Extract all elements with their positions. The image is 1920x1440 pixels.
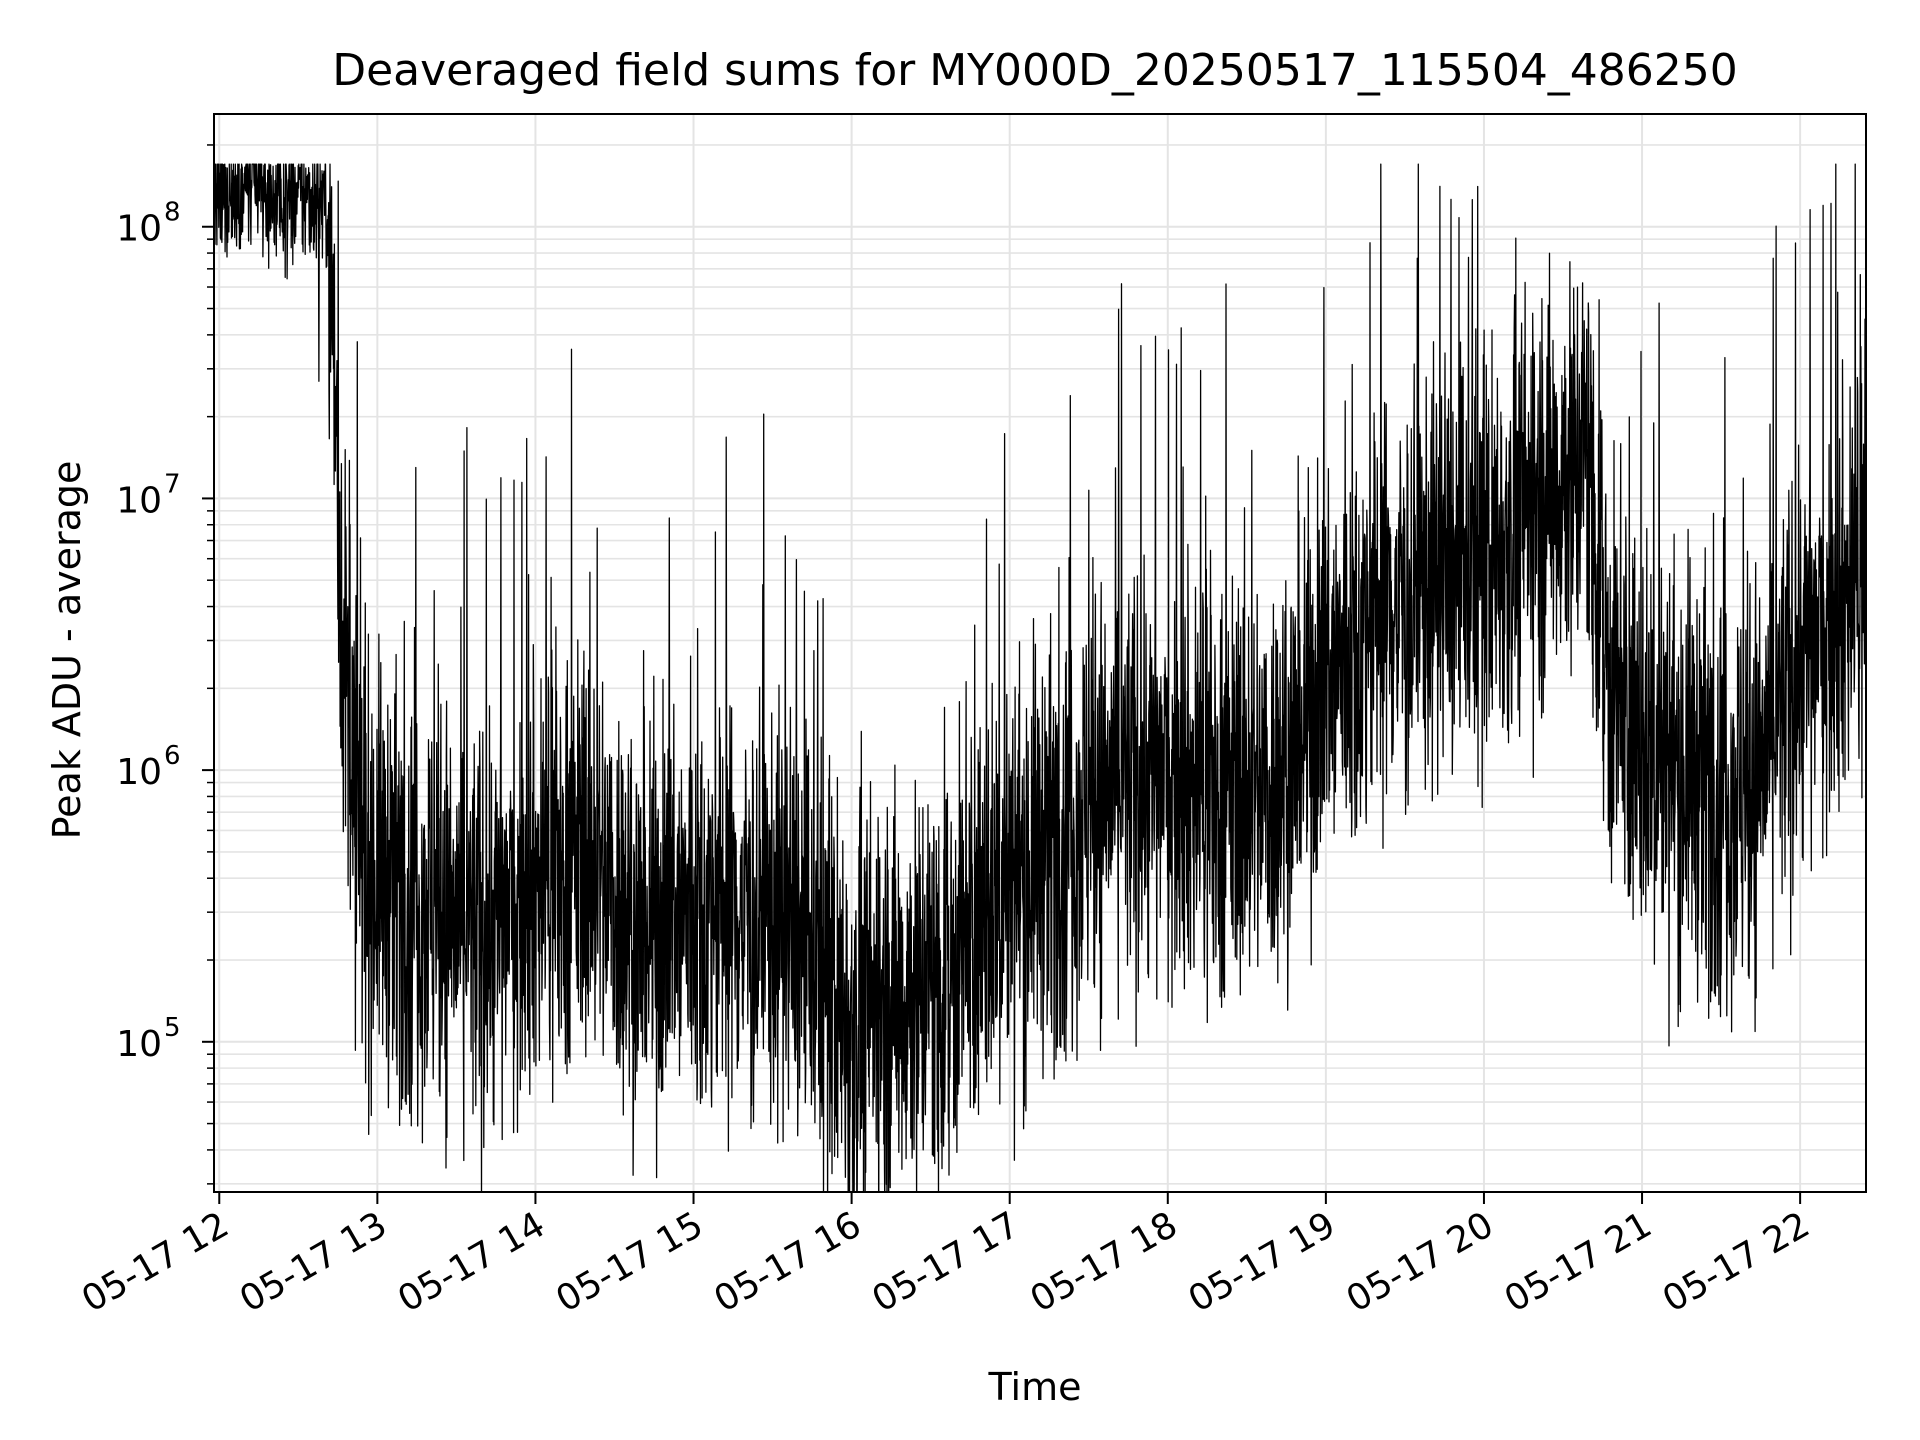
data-layer (214, 163, 1866, 1192)
y-tick-label: 10 7 (116, 469, 180, 521)
y-axis-label: Peak ADU - average (45, 461, 89, 840)
y-tick-label-base: 10 (116, 209, 162, 250)
y-tick-label-exponent: 6 (164, 741, 181, 771)
y-tick-label-exponent: 7 (164, 469, 181, 499)
y-tick-label: 10 8 (116, 198, 180, 250)
y-tick-label-exponent: 8 (164, 198, 181, 228)
y-tick-label-exponent: 5 (164, 1013, 181, 1043)
y-tick-label: 10 5 (116, 1013, 180, 1065)
x-axis-label: Time (988, 1365, 1082, 1409)
y-tick-label: 10 6 (116, 741, 180, 793)
y-tick-label-base: 10 (116, 1024, 162, 1065)
y-tick-label-base: 10 (116, 752, 162, 793)
chart-title: Deaveraged field sums for MY000D_2025051… (332, 45, 1738, 96)
y-tick-label-base: 10 (116, 480, 162, 521)
series-line (214, 163, 1866, 1192)
plot-frame (213, 113, 1867, 1193)
